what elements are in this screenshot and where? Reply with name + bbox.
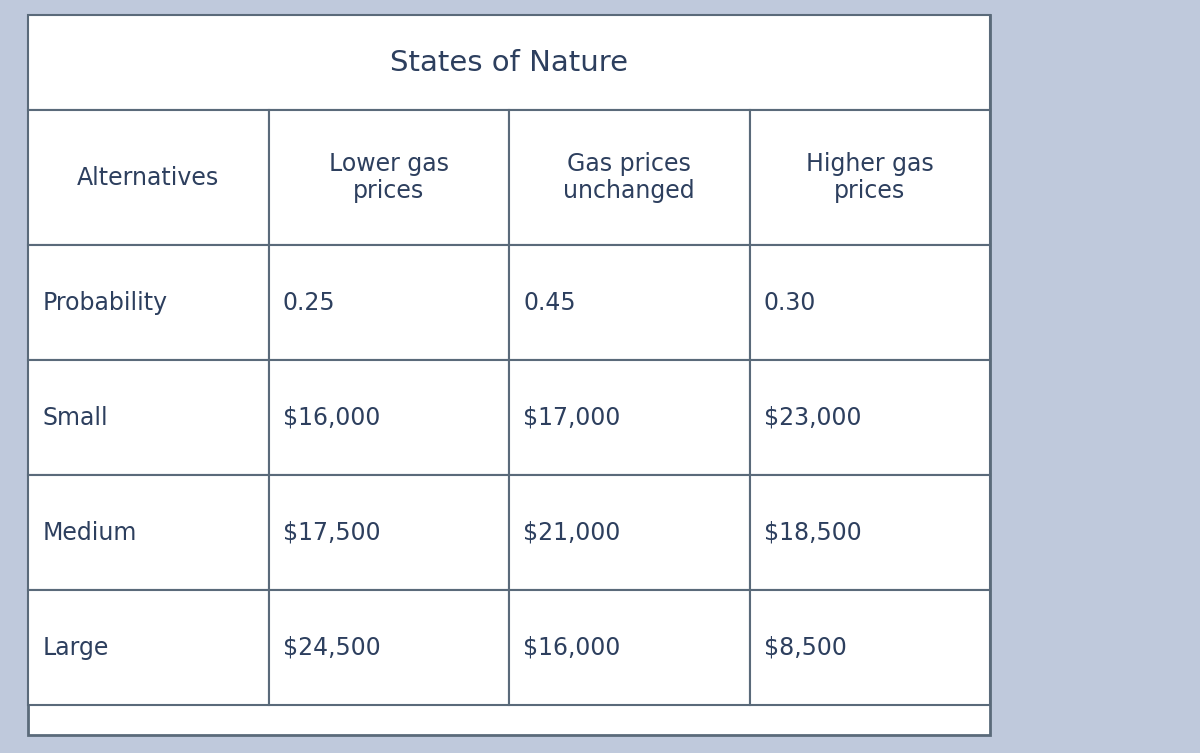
Bar: [28, 110, 269, 245]
Text: Medium: Medium: [42, 520, 137, 544]
Bar: [269, 245, 509, 360]
Text: States of Nature: States of Nature: [390, 48, 628, 77]
Text: $21,000: $21,000: [523, 520, 620, 544]
Bar: [28, 15, 990, 735]
Text: 0.45: 0.45: [523, 291, 576, 315]
Text: $16,000: $16,000: [283, 406, 380, 429]
Bar: [28, 475, 269, 590]
Bar: [28, 590, 269, 705]
Text: Higher gas
prices: Higher gas prices: [806, 151, 934, 203]
Text: $24,500: $24,500: [283, 636, 380, 660]
Bar: [750, 590, 990, 705]
Text: Gas prices
unchanged: Gas prices unchanged: [564, 151, 695, 203]
Text: Alternatives: Alternatives: [77, 166, 220, 190]
Bar: [509, 245, 750, 360]
Bar: [28, 15, 990, 110]
Bar: [269, 110, 509, 245]
Text: Large: Large: [42, 636, 109, 660]
Bar: [509, 475, 750, 590]
Bar: [28, 245, 269, 360]
Text: $23,000: $23,000: [764, 406, 862, 429]
Text: 0.25: 0.25: [283, 291, 336, 315]
Bar: [750, 245, 990, 360]
Text: $8,500: $8,500: [764, 636, 847, 660]
Text: 0.30: 0.30: [764, 291, 816, 315]
Bar: [509, 110, 750, 245]
Text: Probability: Probability: [42, 291, 168, 315]
Bar: [509, 360, 750, 475]
Text: $16,000: $16,000: [523, 636, 620, 660]
Bar: [28, 360, 269, 475]
Text: $18,500: $18,500: [764, 520, 862, 544]
Bar: [750, 475, 990, 590]
Bar: [269, 360, 509, 475]
Text: $17,000: $17,000: [523, 406, 620, 429]
Bar: [269, 590, 509, 705]
Bar: [750, 360, 990, 475]
Bar: [750, 110, 990, 245]
Text: Lower gas
prices: Lower gas prices: [329, 151, 449, 203]
Text: $17,500: $17,500: [283, 520, 380, 544]
Bar: [509, 590, 750, 705]
Bar: [269, 475, 509, 590]
Text: Small: Small: [42, 406, 108, 429]
